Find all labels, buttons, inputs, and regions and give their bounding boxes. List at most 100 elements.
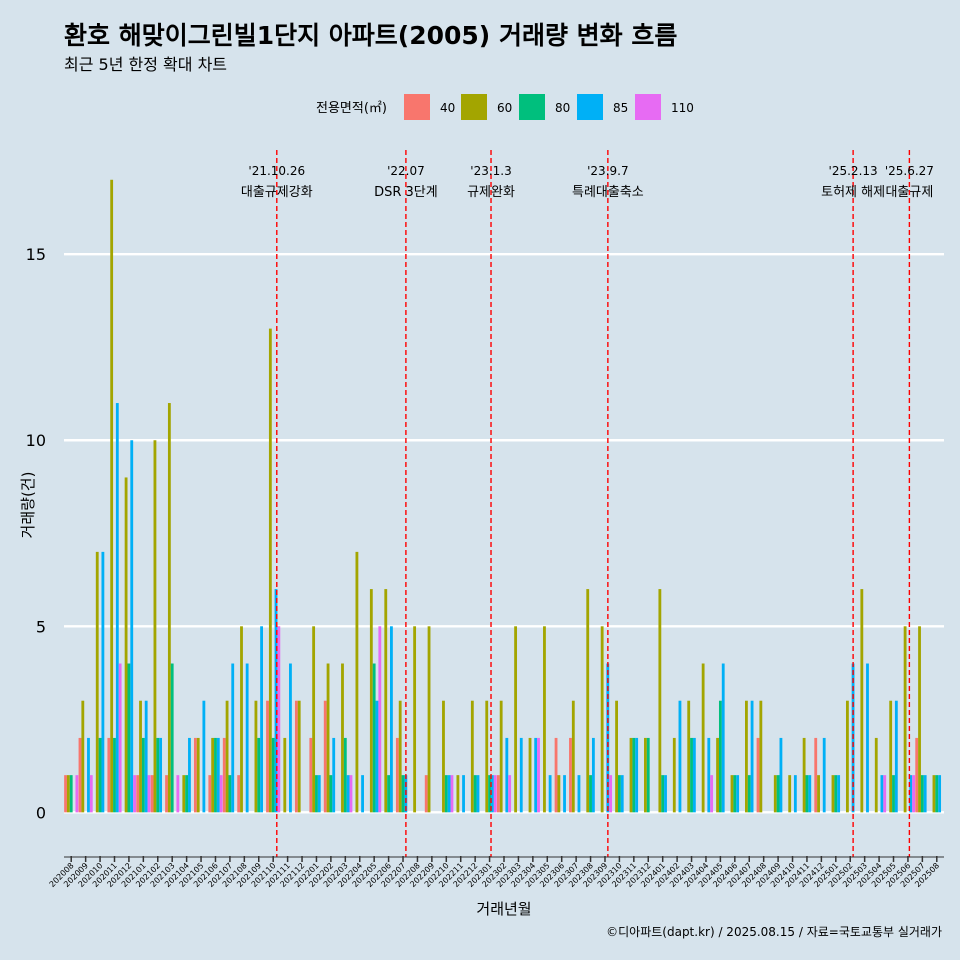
bar-80-202106	[214, 737, 217, 813]
bar-60-202105	[196, 737, 200, 813]
bar-60-202304	[528, 737, 532, 813]
bar-40-202101	[136, 775, 140, 813]
bar-40-202408	[756, 737, 760, 813]
bar-60-202503	[860, 589, 864, 813]
bar-40-202106	[208, 775, 212, 813]
bar-80-202411	[805, 775, 809, 813]
bar-40-202008	[64, 775, 67, 813]
legend-title: 전용면적(㎡)	[316, 101, 387, 116]
bar-60-202302	[499, 700, 503, 813]
bar-60-202501	[831, 775, 835, 813]
bar-80-202407	[747, 775, 751, 813]
bar-60-202201	[312, 626, 316, 813]
bar-80-202011	[113, 737, 116, 813]
event-date: '23.9.7	[587, 164, 628, 178]
bar-110-202203	[349, 775, 353, 813]
bar-40-202202	[323, 700, 327, 813]
bar-60-202208	[413, 626, 417, 813]
bar-85-202407	[750, 700, 754, 813]
bar-85-202401	[664, 775, 667, 813]
bar-60-202312	[644, 737, 647, 813]
annotations: '21.10.26 대출규제강화 '22.07 DSR 3단계 '23.1.3 규제완화 '…	[241, 150, 934, 857]
bar-110-202110	[277, 626, 281, 813]
bar-110-202011	[118, 663, 122, 813]
bar-60-202502	[845, 700, 849, 813]
bar-60-202210	[442, 700, 445, 813]
bar-80-202012	[127, 663, 131, 813]
bar-60-202012	[124, 477, 128, 813]
bar-110-202210	[450, 775, 454, 813]
bar-85-202403	[692, 737, 696, 813]
bar-85-202010	[101, 551, 105, 813]
legend-label-80: 80	[555, 101, 570, 115]
bar-60-202111	[283, 737, 287, 813]
bar-110-202506	[912, 775, 916, 813]
bar-60-202401	[658, 589, 662, 813]
bar-80-202508	[935, 775, 939, 813]
bar-40-202009	[78, 737, 82, 813]
bar-85-202202	[332, 737, 336, 813]
bar-110-202309	[609, 775, 613, 813]
bar-60-202106	[211, 737, 215, 813]
bar-85-202405	[721, 663, 725, 813]
bar-80-202212	[473, 775, 477, 813]
bar-80-202507	[920, 775, 924, 813]
bar-60-202411	[802, 737, 806, 813]
bar-85-202305	[548, 775, 552, 813]
bar-80-202104	[185, 775, 189, 813]
bar-80-202301	[488, 775, 491, 813]
bar-40-202105	[193, 737, 197, 813]
bar-60-202309	[600, 626, 604, 813]
legend-key-110	[635, 94, 661, 120]
chart-subtitle: 최근 5년 한정 확대 차트	[64, 55, 227, 74]
bar-85-202211	[462, 775, 465, 813]
bar-85-202505	[894, 700, 898, 813]
y-axis: 0 5 10 15	[26, 245, 46, 822]
bar-60-202409	[773, 775, 777, 813]
bar-85-202206	[390, 626, 393, 813]
legend-label-60: 60	[497, 101, 512, 115]
bar-60-202110	[268, 328, 272, 813]
legend-label-110: 110	[671, 101, 694, 115]
bar-85-202011	[115, 403, 119, 813]
bar-110-202304	[537, 737, 540, 813]
y-tick-label: 15	[26, 245, 46, 264]
bar-110-202205	[378, 626, 382, 813]
bar-80-202101	[141, 737, 145, 813]
bar-40-202112	[294, 700, 298, 813]
bar-85-202104	[188, 737, 191, 813]
legend: 전용면적(㎡) 40 60 80 85 110	[316, 94, 694, 120]
bar-85-202406	[736, 775, 740, 813]
bar-80-202505	[892, 775, 895, 813]
bar-85-202402	[678, 700, 682, 813]
bar-80-202308	[589, 775, 592, 813]
y-tick-label: 0	[36, 803, 46, 822]
event-date: '25.6.27	[885, 164, 934, 178]
chart-caption: ©디아파트(dapt.kr) / 2025.08.15 / 자료=국토교통부 실…	[606, 925, 942, 939]
legend-key-60	[461, 94, 487, 120]
bar-85-202106	[216, 737, 220, 813]
bar-80-202110	[271, 737, 275, 813]
bar-40-202507	[915, 737, 919, 813]
bar-60-202407	[745, 700, 748, 813]
bar-40-202209	[424, 775, 428, 813]
bar-60-202203	[341, 663, 344, 813]
bar-60-202202	[326, 663, 330, 813]
bar-60-202206	[384, 589, 388, 813]
bar-60-202508	[932, 775, 936, 813]
bar-85-202503	[866, 663, 869, 813]
bar-85-202107	[231, 663, 235, 813]
bar-80-202203	[343, 737, 347, 813]
bar-85-202109	[260, 626, 263, 813]
bar-85-202012	[130, 440, 134, 813]
bar-110-202404	[710, 775, 714, 813]
bar-60-202207	[398, 700, 402, 813]
bar-60-202109	[254, 700, 258, 813]
bar-60-202408	[759, 700, 763, 813]
bar-80-202102	[156, 737, 160, 813]
bar-40-202307	[569, 737, 572, 813]
bar-40-202110	[266, 700, 269, 813]
legend-key-85	[577, 94, 603, 120]
bar-85-202212	[476, 775, 480, 813]
bar-80-202501	[834, 775, 838, 813]
